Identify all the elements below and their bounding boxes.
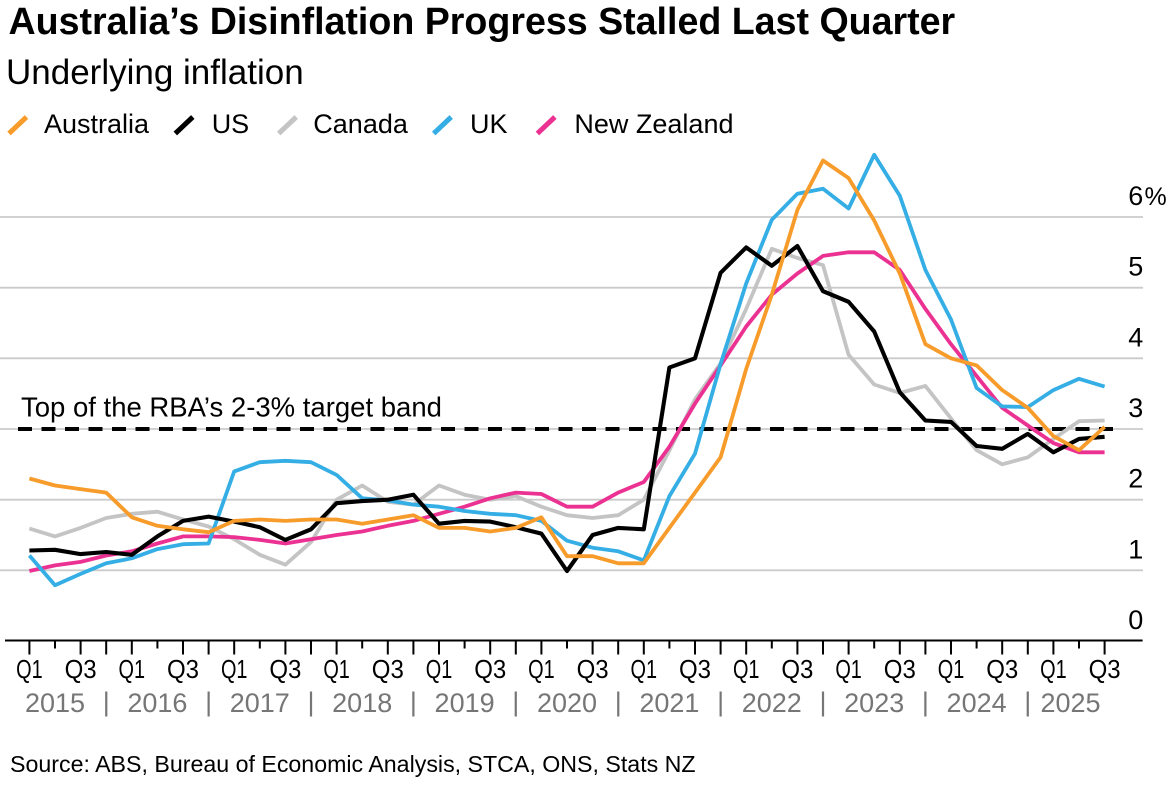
- svg-text:Australia: Australia: [44, 109, 150, 139]
- svg-text:Canada: Canada: [313, 109, 409, 139]
- svg-text:Q1: Q1: [938, 654, 965, 684]
- svg-text:New Zealand: New Zealand: [574, 109, 733, 139]
- svg-text:Australia’s Disinflation Progr: Australia’s Disinflation Progress Stalle…: [9, 0, 956, 42]
- svg-text:2023: 2023: [844, 688, 904, 718]
- svg-text:|: |: [922, 687, 929, 717]
- svg-text:Top of the RBA’s 2-3% target b: Top of the RBA’s 2-3% target band: [21, 392, 442, 423]
- svg-text:Q3: Q3: [269, 654, 301, 684]
- svg-text:|: |: [307, 687, 314, 717]
- svg-text:Q1: Q1: [631, 654, 658, 684]
- svg-text:%: %: [1145, 183, 1167, 211]
- svg-text:|: |: [615, 687, 622, 717]
- svg-text:Q1: Q1: [426, 654, 453, 684]
- svg-text:Q3: Q3: [986, 654, 1018, 684]
- svg-text:2019: 2019: [435, 688, 495, 718]
- svg-text:Q3: Q3: [474, 654, 506, 684]
- svg-text:Q3: Q3: [884, 654, 916, 684]
- svg-text:|: |: [819, 687, 826, 717]
- svg-text:1: 1: [1128, 534, 1143, 564]
- svg-text:3: 3: [1128, 393, 1143, 423]
- svg-text:|: |: [205, 687, 212, 717]
- svg-text:|: |: [717, 687, 724, 717]
- svg-text:2018: 2018: [332, 688, 392, 718]
- svg-text:6: 6: [1128, 181, 1143, 211]
- svg-text:2020: 2020: [537, 688, 597, 718]
- svg-text:US: US: [212, 109, 250, 139]
- svg-text:2015: 2015: [25, 688, 85, 718]
- svg-text:Q3: Q3: [1089, 654, 1121, 684]
- svg-text:2017: 2017: [230, 688, 290, 718]
- svg-text:Q1: Q1: [323, 654, 350, 684]
- svg-text:Q3: Q3: [679, 654, 711, 684]
- svg-text:Underlying inflation: Underlying inflation: [6, 53, 304, 92]
- svg-text:2022: 2022: [742, 688, 802, 718]
- svg-text:5: 5: [1128, 252, 1143, 282]
- svg-text:Q3: Q3: [167, 654, 199, 684]
- svg-text:|: |: [410, 687, 417, 717]
- svg-text:|: |: [512, 687, 519, 717]
- svg-text:Q3: Q3: [781, 654, 813, 684]
- svg-text:Q1: Q1: [1040, 654, 1067, 684]
- svg-text:Q3: Q3: [372, 654, 404, 684]
- svg-text:Q1: Q1: [16, 654, 43, 684]
- svg-text:Q1: Q1: [835, 654, 862, 684]
- svg-text:Q3: Q3: [65, 654, 97, 684]
- svg-text:2016: 2016: [127, 688, 187, 718]
- svg-text:2: 2: [1128, 464, 1143, 494]
- svg-text:UK: UK: [470, 109, 508, 139]
- svg-text:Q1: Q1: [528, 654, 555, 684]
- svg-text:2024: 2024: [947, 688, 1007, 718]
- svg-text:2025: 2025: [1040, 688, 1100, 718]
- svg-text:Source: ABS, Bureau of Economi: Source: ABS, Bureau of Economic Analysis…: [10, 751, 696, 777]
- svg-text:Q3: Q3: [577, 654, 609, 684]
- svg-text:0: 0: [1128, 605, 1143, 635]
- svg-text:|: |: [1024, 687, 1031, 717]
- svg-text:2021: 2021: [639, 688, 699, 718]
- svg-text:Q1: Q1: [733, 654, 760, 684]
- svg-text:Q1: Q1: [119, 654, 146, 684]
- svg-text:4: 4: [1128, 322, 1143, 352]
- svg-text:Q1: Q1: [221, 654, 248, 684]
- svg-text:|: |: [103, 687, 110, 717]
